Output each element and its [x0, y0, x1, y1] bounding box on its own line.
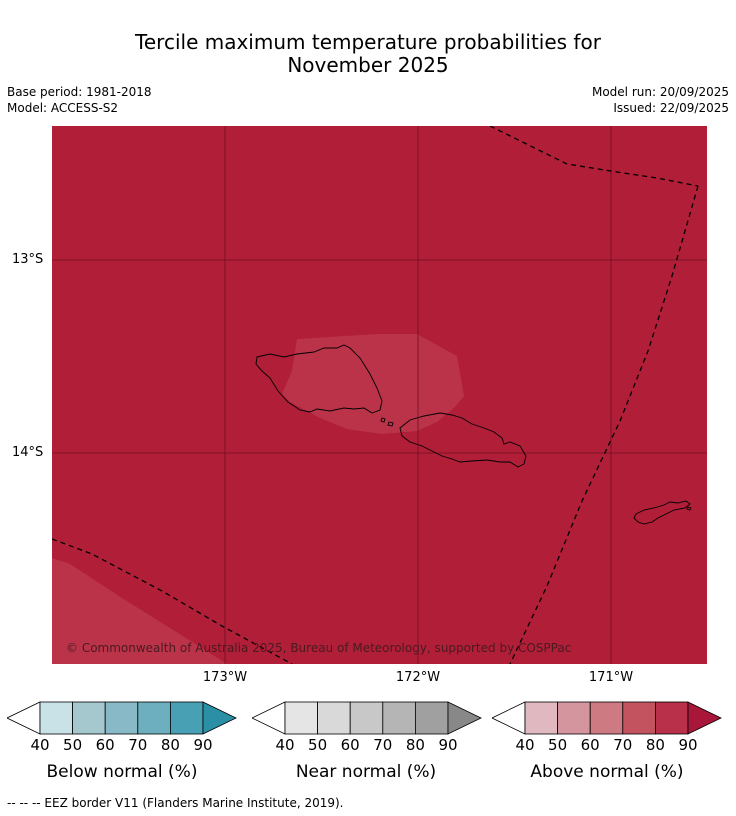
colorbar-near-normal [252, 700, 482, 736]
colorbar-near-swatch-70-80 [382, 701, 416, 735]
colorbar-above-swatch-70-80 [622, 701, 656, 735]
colorbar-below-under-triangle [7, 701, 41, 735]
colorbar-near-tick-40: 40 [275, 736, 295, 754]
copyright-notice: © Commonwealth of Australia 2025, Bureau… [66, 641, 572, 655]
islet-apolima [380, 417, 386, 423]
legend-title-above: Above normal (%) [530, 762, 684, 782]
colorbar-below-tick-40: 40 [30, 736, 50, 754]
islet-manono [387, 421, 394, 427]
colorbar-below-swatch-50-60 [72, 701, 106, 735]
title-line-2: November 2025 [287, 53, 449, 77]
colorbar-below-tick-90: 90 [193, 736, 213, 754]
lon-label-173w: 173°W [202, 670, 248, 685]
colorbar-below-tick-70: 70 [128, 736, 148, 754]
island-upolu [399, 412, 527, 468]
chart-title: Tercile maximum temperature probabilitie… [0, 31, 736, 77]
legend-title-near: Near normal (%) [295, 762, 437, 782]
colorbar-above-normal [492, 700, 722, 736]
eez-border-east [509, 185, 699, 664]
island-tutuila [633, 500, 691, 525]
map-canvas [52, 126, 707, 664]
lon-label-172w: 172°W [395, 670, 441, 685]
colorbar-below-over-triangle [202, 701, 237, 735]
colorbar-below-tick-50: 50 [63, 736, 83, 754]
colorbar-below-normal [7, 700, 237, 736]
title-line-1: Tercile maximum temperature probabilitie… [135, 30, 601, 54]
lat-label-14s: 14°S [12, 445, 44, 460]
meta-left: Base period: 1981-2018 Model: ACCESS-S2 [7, 84, 152, 116]
colorbar-above-tick-70: 70 [613, 736, 633, 754]
island-savaii [255, 344, 383, 414]
colorbar-near-tick-90: 90 [438, 736, 458, 754]
graticule [52, 126, 707, 664]
legend-title-below: Below normal (%) [46, 762, 198, 782]
colorbar-above-swatch-40-50 [524, 701, 558, 735]
colorbar-below-tick-60: 60 [95, 736, 115, 754]
colorbar-above-tick-80: 80 [645, 736, 665, 754]
colorbar-near-tick-60: 60 [340, 736, 360, 754]
colorbar-near-swatch-40-50 [284, 701, 318, 735]
colorbar-above-tick-40: 40 [515, 736, 535, 754]
colorbar-above-tick-60: 60 [580, 736, 600, 754]
base-period: Base period: 1981-2018 [7, 85, 152, 99]
colorbar-above-swatch-50-60 [557, 701, 591, 735]
islet-aunuu [686, 506, 692, 511]
lon-label-171w: 171°W [588, 670, 634, 685]
colorbar-near-tick-50: 50 [308, 736, 328, 754]
colorbar-near-under-triangle [252, 701, 286, 735]
model-name: Model: ACCESS-S2 [7, 101, 119, 115]
colorbar-below-swatch-70-80 [137, 701, 171, 735]
colorbar-above-tick-50: 50 [548, 736, 568, 754]
eez-border-southwest [52, 538, 293, 664]
colorbar-above-swatches [492, 701, 722, 735]
colorbar-above-under-triangle [492, 701, 526, 735]
colorbar-below-tick-80: 80 [160, 736, 180, 754]
probability-patch-southwest [52, 558, 227, 664]
colorbar-near-tick-70: 70 [373, 736, 393, 754]
colorbar-below-swatch-60-70 [104, 701, 139, 735]
probability-patch-upolu [282, 334, 464, 434]
eez-borders [52, 126, 699, 664]
colorbar-below-swatch-40-50 [39, 701, 73, 735]
meta-right: Model run: 20/09/2025 Issued: 22/09/2025 [592, 84, 729, 116]
model-run: Model run: 20/09/2025 [591, 85, 729, 99]
colorbar-near-swatch-80-90 [414, 701, 449, 735]
colorbar-near-swatches [252, 701, 482, 735]
lat-label-13s: 13°S [12, 252, 44, 267]
colorbar-above-tick-90: 90 [678, 736, 698, 754]
colorbar-above-swatch-80-90 [654, 701, 689, 735]
colorbar-near-swatch-60-70 [349, 701, 384, 735]
colorbar-near-tick-80: 80 [405, 736, 425, 754]
map-panel[interactable] [52, 126, 707, 664]
colorbar-near-swatch-50-60 [317, 701, 351, 735]
colorbar-near-over-triangle [447, 701, 482, 735]
colorbar-above-swatch-60-70 [589, 701, 624, 735]
colorbar-below-swatches [7, 701, 237, 735]
eez-footnote: -- -- -- EEZ border V11 (Flanders Marine… [7, 796, 344, 810]
colorbar-above-over-triangle [687, 701, 722, 735]
colorbar-below-swatch-80-90 [169, 701, 204, 735]
issued-date: Issued: 22/09/2025 [613, 101, 729, 115]
eez-border-north [489, 126, 699, 187]
